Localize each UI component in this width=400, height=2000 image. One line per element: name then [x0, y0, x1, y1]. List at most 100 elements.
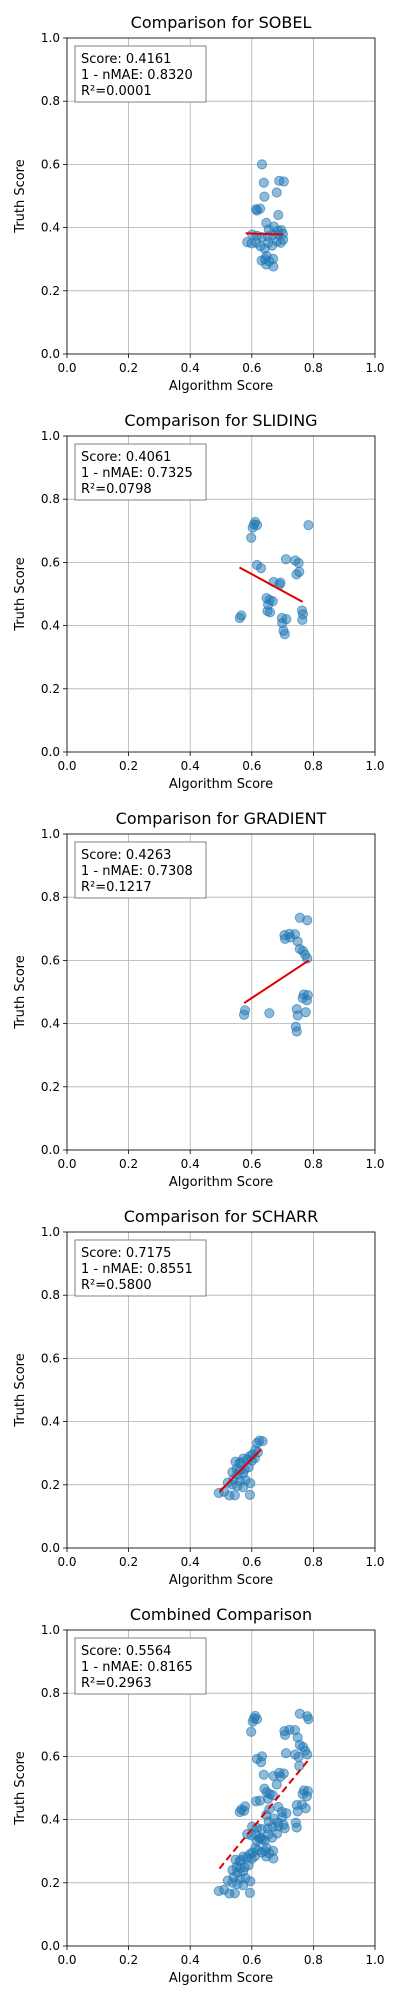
- x-tick-label: 0.2: [119, 1953, 138, 1967]
- y-axis-label: Truth Score: [13, 1751, 28, 1826]
- y-tick-label: 0.4: [41, 1415, 60, 1429]
- x-tick-label: 1.0: [365, 1555, 384, 1569]
- data-point: [234, 612, 245, 624]
- x-tick-label: 0.4: [181, 1157, 200, 1171]
- data-point: [275, 237, 286, 248]
- data-point: [302, 1749, 313, 1760]
- data-point: [257, 1436, 268, 1447]
- y-tick-label: 0.0: [41, 1939, 60, 1953]
- y-tick-label: 0.2: [41, 682, 60, 696]
- x-tick-label: 0.0: [57, 1953, 76, 1967]
- y-tick-label: 0.4: [41, 1017, 60, 1031]
- stats-text: 1 - nMAE: 0.8551: [81, 1262, 193, 1277]
- data-point: [279, 629, 290, 640]
- y-tick-label: 0.2: [41, 1080, 60, 1094]
- x-tick-label: 0.4: [181, 759, 200, 773]
- x-axis-label: Algorithm Score: [169, 1175, 273, 1190]
- data-point: [245, 1876, 256, 1887]
- stats-box: [74, 841, 207, 899]
- x-tick-label: 0.8: [304, 361, 323, 375]
- data-point: [259, 191, 270, 202]
- x-tick-label: 0.0: [57, 1555, 76, 1569]
- y-tick-label: 0.8: [41, 1288, 60, 1302]
- y-tick-label: 0.4: [41, 619, 60, 633]
- data-point: [271, 1779, 282, 1790]
- x-tick-label: 0.0: [57, 759, 76, 773]
- plot-frame: [66, 37, 376, 355]
- data-point: [234, 1806, 245, 1818]
- y-tick-label: 0.6: [41, 953, 60, 967]
- plot-frame: [66, 435, 376, 753]
- y-axis-label: Truth Score: [13, 1353, 28, 1428]
- stats-text: 1 - nMAE: 0.8320: [81, 68, 193, 83]
- x-tick-label: 0.4: [181, 361, 200, 375]
- stats-text: Score: 0.4263: [81, 848, 171, 863]
- regression-line: [218, 1758, 310, 1870]
- x-tick-label: 1.0: [365, 759, 384, 773]
- y-tick-label: 0.6: [41, 1749, 60, 1763]
- stats-text: 1 - nMAE: 0.8165: [81, 1660, 193, 1675]
- regression-line: [245, 232, 283, 236]
- stats-box: [74, 45, 207, 103]
- regression-line: [243, 959, 310, 1004]
- data-point: [292, 1806, 303, 1817]
- plot-frame: [66, 833, 376, 1151]
- y-tick-label: 1.0: [41, 1225, 60, 1239]
- y-tick-label: 0.8: [41, 890, 60, 904]
- data-point: [243, 1860, 254, 1871]
- y-tick-label: 1.0: [41, 1623, 60, 1637]
- x-tick-label: 0.8: [304, 1953, 323, 1967]
- data-point: [249, 1851, 260, 1862]
- x-tick-label: 0.8: [304, 759, 323, 773]
- data-point: [264, 1008, 275, 1019]
- x-axis-label: Algorithm Score: [169, 379, 273, 394]
- data-point: [293, 557, 304, 569]
- x-axis-label: Algorithm Score: [169, 777, 273, 792]
- plot-frame: [66, 1629, 376, 1947]
- data-point: [256, 159, 268, 170]
- x-axis-label: Algorithm Score: [169, 1971, 273, 1986]
- x-tick-label: 1.0: [365, 1953, 384, 1967]
- data-point: [239, 1009, 250, 1020]
- data-point: [291, 1026, 302, 1037]
- chart-panel-2: Comparison for SLIDING 0.0 0.2 0.4 0.6 0.8 1.0…: [13, 411, 385, 792]
- data-point: [291, 1822, 302, 1833]
- x-tick-label: 0.0: [57, 361, 76, 375]
- data-point: [268, 1853, 279, 1864]
- stats-text: R²=0.0798: [81, 482, 152, 497]
- x-tick-label: 0.4: [181, 1555, 200, 1569]
- y-tick-label: 0.0: [41, 347, 60, 361]
- y-tick-label: 0.8: [41, 1686, 60, 1700]
- stats-box: [74, 1637, 207, 1695]
- data-point: [229, 1888, 240, 1899]
- y-tick-label: 1.0: [41, 827, 60, 841]
- x-tick-label: 0.6: [242, 1157, 261, 1171]
- chart-panel-3: Comparison for GRADIENT 0.0 0.2 0.4 0.6 0.8 1.…: [13, 809, 385, 1190]
- chart-panel-1: Comparison for SOBEL 0.0 0.2 0.4 0.6 0.8 1.0 0.…: [13, 13, 385, 394]
- chart-title: Comparison for SCHARR: [124, 1207, 319, 1226]
- stats-text: Score: 0.4161: [81, 52, 171, 67]
- x-tick-label: 0.6: [242, 1953, 261, 1967]
- x-tick-label: 0.4: [181, 1953, 200, 1967]
- data-point: [255, 1795, 266, 1806]
- chart-panel-5: Combined Comparison 0.0 0.2 0.4 0.6 0.8 1.0 0.0…: [13, 1605, 385, 1986]
- x-tick-label: 0.6: [242, 361, 261, 375]
- x-tick-label: 1.0: [365, 361, 384, 375]
- data-point: [244, 1489, 256, 1501]
- stats-text: Score: 0.4061: [81, 450, 171, 465]
- data-point: [255, 562, 267, 574]
- y-tick-label: 0.2: [41, 1478, 60, 1492]
- data-point: [256, 1751, 268, 1762]
- y-axis-label: Truth Score: [13, 557, 28, 632]
- stats-text: 1 - nMAE: 0.7325: [81, 466, 193, 481]
- data-point: [258, 177, 269, 188]
- regression-line: [239, 566, 304, 603]
- x-tick-label: 0.2: [119, 1555, 138, 1569]
- data-point: [273, 1801, 284, 1813]
- x-tick-label: 0.8: [304, 1157, 323, 1171]
- data-point: [303, 520, 314, 531]
- data-point: [258, 1769, 269, 1780]
- stats-text: R²=0.1217: [81, 880, 152, 895]
- data-point: [251, 205, 263, 216]
